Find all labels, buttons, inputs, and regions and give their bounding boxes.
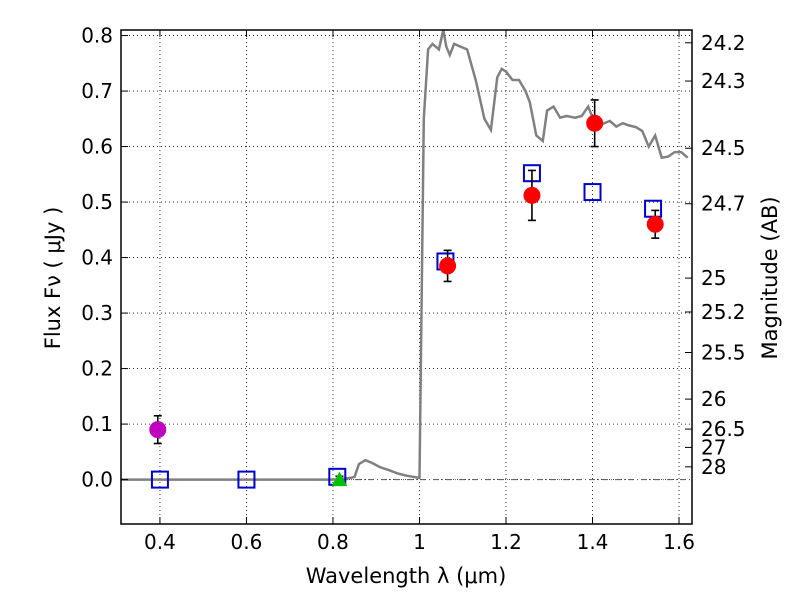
y-tick-label: 0.5 <box>81 190 113 214</box>
right-axis-label: Magnitude (AB) <box>758 196 782 359</box>
observed-flux-point <box>646 215 664 233</box>
x-tick-label: 1.6 <box>663 530 695 554</box>
x-axis-label: Wavelength λ (μm) <box>306 564 507 588</box>
observed-flux-point <box>439 257 457 275</box>
grid-lines <box>121 30 692 524</box>
observed-flux-point <box>149 421 167 439</box>
x-tick-label: 0.4 <box>144 530 176 554</box>
x-tick-label: 1.2 <box>490 530 522 554</box>
right-tick-label: 28 <box>701 455 726 479</box>
observed-flux-point <box>523 186 541 204</box>
model-flux-square <box>583 183 602 202</box>
x-tick-label: 0.8 <box>317 530 349 554</box>
x-tick-label: 0.6 <box>231 530 263 554</box>
model-flux-square <box>644 199 663 218</box>
y-tick-label: 0.6 <box>81 135 113 159</box>
right-tick-label: 24.7 <box>701 192 746 216</box>
observed-flux-point <box>586 114 604 132</box>
upper-limit-triangle <box>331 471 348 487</box>
axis-ticks: 0.4 0.6 0.8 1 1.2 1.4 1.6 0.0 0.1 0.2 0.3 0.4 0.5 0.6… <box>81 24 745 554</box>
y-tick-label: 0.3 <box>81 301 113 325</box>
model-flux-square <box>150 470 169 489</box>
right-tick-label: 27 <box>701 435 726 459</box>
right-tick-label: 25.2 <box>701 300 746 324</box>
y-tick-label: 0.0 <box>81 468 113 492</box>
plot-frame <box>120 29 693 525</box>
y-tick-label: 0.7 <box>81 79 113 103</box>
right-tick-label: 24.2 <box>701 31 746 55</box>
y-tick-label: 0.1 <box>81 412 113 436</box>
y-axis-label: Flux Fν ( μJy ) <box>41 207 65 350</box>
right-tick-label: 26.5 <box>701 417 746 441</box>
right-tick-label: 25.5 <box>701 340 746 364</box>
y-tick-label: 0.2 <box>81 357 113 381</box>
x-tick-label: 1 <box>413 530 426 554</box>
right-tick-label: 24.5 <box>701 136 746 160</box>
right-tick-label: 25 <box>701 266 726 290</box>
x-tick-label: 1.4 <box>577 530 609 554</box>
y-tick-label: 0.8 <box>81 24 113 48</box>
model-flux-square <box>237 470 256 489</box>
model-spectrum-line <box>121 30 689 481</box>
data-markers <box>149 99 664 489</box>
right-tick-label: 24.3 <box>701 69 746 93</box>
right-tick-label: 26 <box>701 387 726 411</box>
y-tick-label: 0.4 <box>81 246 113 270</box>
